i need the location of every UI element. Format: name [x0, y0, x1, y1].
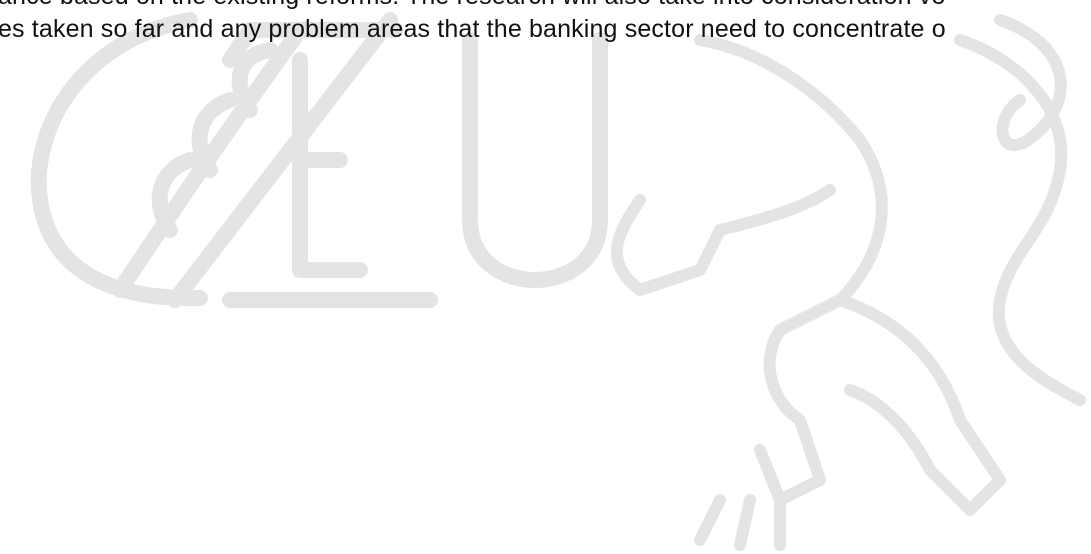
watermark-u	[470, 40, 600, 280]
text-line: ance based on the existing reforms. The …	[0, 0, 946, 11]
lion-claws	[700, 500, 780, 545]
document-page: {"body": {"lines": [ "ance based on the …	[0, 0, 1091, 554]
lion-body	[700, 40, 882, 500]
watermark	[0, 0, 1091, 554]
watermark-lion	[617, 20, 1080, 545]
text-line: es taken so far and any problem areas th…	[0, 15, 946, 44]
lion-paw	[617, 190, 830, 290]
lion-leg	[840, 300, 1000, 510]
